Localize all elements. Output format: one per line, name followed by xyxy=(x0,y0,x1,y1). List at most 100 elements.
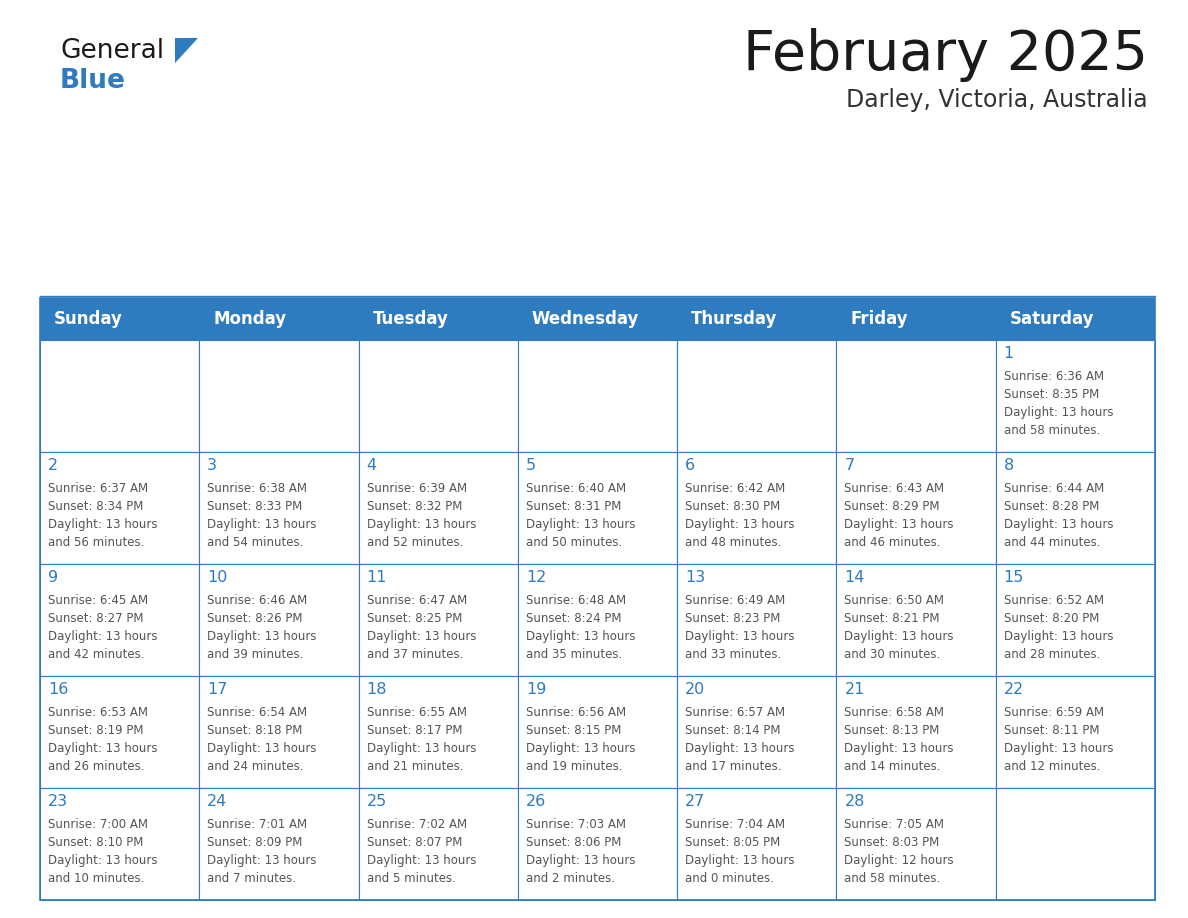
Text: Sunrise: 6:48 AM: Sunrise: 6:48 AM xyxy=(526,594,626,607)
Text: 26: 26 xyxy=(526,794,546,809)
Text: Sunrise: 6:55 AM: Sunrise: 6:55 AM xyxy=(367,706,467,719)
Text: and 58 minutes.: and 58 minutes. xyxy=(845,872,941,885)
Text: Sunrise: 7:04 AM: Sunrise: 7:04 AM xyxy=(685,818,785,831)
Text: Sunset: 8:03 PM: Sunset: 8:03 PM xyxy=(845,836,940,849)
Text: Sunrise: 6:47 AM: Sunrise: 6:47 AM xyxy=(367,594,467,607)
Text: and 46 minutes.: and 46 minutes. xyxy=(845,536,941,549)
Text: Daylight: 13 hours: Daylight: 13 hours xyxy=(685,854,795,867)
Bar xyxy=(836,340,996,452)
Bar xyxy=(40,298,1155,340)
Text: Daylight: 13 hours: Daylight: 13 hours xyxy=(48,630,158,643)
Text: Sunset: 8:26 PM: Sunset: 8:26 PM xyxy=(207,612,303,625)
Text: Sunrise: 6:36 AM: Sunrise: 6:36 AM xyxy=(1004,370,1104,383)
Text: Daylight: 13 hours: Daylight: 13 hours xyxy=(1004,518,1113,531)
Text: Sunrise: 7:01 AM: Sunrise: 7:01 AM xyxy=(207,818,308,831)
Text: Sunset: 8:13 PM: Sunset: 8:13 PM xyxy=(845,724,940,737)
Bar xyxy=(40,340,200,452)
Text: Sunrise: 6:49 AM: Sunrise: 6:49 AM xyxy=(685,594,785,607)
Text: Sunset: 8:25 PM: Sunset: 8:25 PM xyxy=(367,612,462,625)
Text: and 17 minutes.: and 17 minutes. xyxy=(685,760,782,773)
Text: and 12 minutes.: and 12 minutes. xyxy=(1004,760,1100,773)
Text: Sunrise: 6:46 AM: Sunrise: 6:46 AM xyxy=(207,594,308,607)
Text: Sunrise: 6:37 AM: Sunrise: 6:37 AM xyxy=(48,482,148,495)
Text: Sunrise: 7:05 AM: Sunrise: 7:05 AM xyxy=(845,818,944,831)
Bar xyxy=(40,788,200,900)
Text: and 10 minutes.: and 10 minutes. xyxy=(48,872,145,885)
Bar xyxy=(518,340,677,452)
Bar xyxy=(677,340,836,452)
Bar xyxy=(200,564,359,676)
Text: 12: 12 xyxy=(526,570,546,585)
Text: Sunrise: 6:50 AM: Sunrise: 6:50 AM xyxy=(845,594,944,607)
Text: Sunset: 8:19 PM: Sunset: 8:19 PM xyxy=(48,724,144,737)
Bar xyxy=(996,340,1155,452)
Text: 15: 15 xyxy=(1004,570,1024,585)
Text: Sunset: 8:11 PM: Sunset: 8:11 PM xyxy=(1004,724,1099,737)
Text: Friday: Friday xyxy=(851,310,908,328)
Text: Wednesday: Wednesday xyxy=(532,310,639,328)
Bar xyxy=(518,788,677,900)
Bar xyxy=(518,564,677,676)
Text: Daylight: 13 hours: Daylight: 13 hours xyxy=(207,854,317,867)
Bar xyxy=(996,788,1155,900)
Text: Sunset: 8:10 PM: Sunset: 8:10 PM xyxy=(48,836,144,849)
Text: and 0 minutes.: and 0 minutes. xyxy=(685,872,775,885)
Text: 17: 17 xyxy=(207,682,228,697)
Text: Tuesday: Tuesday xyxy=(373,310,448,328)
Text: Monday: Monday xyxy=(214,310,286,328)
Text: Sunrise: 6:52 AM: Sunrise: 6:52 AM xyxy=(1004,594,1104,607)
Text: Sunrise: 6:53 AM: Sunrise: 6:53 AM xyxy=(48,706,148,719)
Text: Sunrise: 6:57 AM: Sunrise: 6:57 AM xyxy=(685,706,785,719)
Text: and 35 minutes.: and 35 minutes. xyxy=(526,648,623,661)
Text: Daylight: 13 hours: Daylight: 13 hours xyxy=(367,742,476,755)
Bar xyxy=(836,564,996,676)
Text: Saturday: Saturday xyxy=(1010,310,1094,328)
Text: Sunset: 8:24 PM: Sunset: 8:24 PM xyxy=(526,612,621,625)
Text: and 2 minutes.: and 2 minutes. xyxy=(526,872,615,885)
Text: Daylight: 13 hours: Daylight: 13 hours xyxy=(48,854,158,867)
Text: Thursday: Thursday xyxy=(691,310,777,328)
Bar xyxy=(677,452,836,564)
Text: Daylight: 13 hours: Daylight: 13 hours xyxy=(685,630,795,643)
Text: 5: 5 xyxy=(526,458,536,473)
Text: and 56 minutes.: and 56 minutes. xyxy=(48,536,145,549)
Bar xyxy=(200,340,359,452)
Bar xyxy=(836,676,996,788)
Text: and 48 minutes.: and 48 minutes. xyxy=(685,536,782,549)
Text: Daylight: 13 hours: Daylight: 13 hours xyxy=(367,518,476,531)
Text: Daylight: 13 hours: Daylight: 13 hours xyxy=(207,630,317,643)
Bar xyxy=(836,452,996,564)
Text: 1: 1 xyxy=(1004,346,1015,361)
Text: Daylight: 13 hours: Daylight: 13 hours xyxy=(1004,742,1113,755)
Text: Sunrise: 6:43 AM: Sunrise: 6:43 AM xyxy=(845,482,944,495)
Text: Daylight: 12 hours: Daylight: 12 hours xyxy=(845,854,954,867)
Text: Sunset: 8:28 PM: Sunset: 8:28 PM xyxy=(1004,500,1099,513)
Text: Daylight: 13 hours: Daylight: 13 hours xyxy=(207,518,317,531)
Text: 7: 7 xyxy=(845,458,854,473)
Text: Sunrise: 6:42 AM: Sunrise: 6:42 AM xyxy=(685,482,785,495)
Bar xyxy=(996,452,1155,564)
Text: 19: 19 xyxy=(526,682,546,697)
Text: Sunset: 8:29 PM: Sunset: 8:29 PM xyxy=(845,500,940,513)
Text: 4: 4 xyxy=(367,458,377,473)
Text: Sunrise: 6:56 AM: Sunrise: 6:56 AM xyxy=(526,706,626,719)
Text: and 26 minutes.: and 26 minutes. xyxy=(48,760,145,773)
Text: Sunrise: 7:02 AM: Sunrise: 7:02 AM xyxy=(367,818,467,831)
Text: Sunrise: 6:44 AM: Sunrise: 6:44 AM xyxy=(1004,482,1104,495)
Text: and 54 minutes.: and 54 minutes. xyxy=(207,536,304,549)
Text: and 24 minutes.: and 24 minutes. xyxy=(207,760,304,773)
Text: Sunset: 8:34 PM: Sunset: 8:34 PM xyxy=(48,500,144,513)
Text: and 14 minutes.: and 14 minutes. xyxy=(845,760,941,773)
Text: Sunset: 8:21 PM: Sunset: 8:21 PM xyxy=(845,612,940,625)
Text: Sunset: 8:27 PM: Sunset: 8:27 PM xyxy=(48,612,144,625)
Text: and 44 minutes.: and 44 minutes. xyxy=(1004,536,1100,549)
Text: 28: 28 xyxy=(845,794,865,809)
Text: 9: 9 xyxy=(48,570,58,585)
Text: Daylight: 13 hours: Daylight: 13 hours xyxy=(526,742,636,755)
Text: 14: 14 xyxy=(845,570,865,585)
Text: Daylight: 13 hours: Daylight: 13 hours xyxy=(845,518,954,531)
Text: Daylight: 13 hours: Daylight: 13 hours xyxy=(526,518,636,531)
Text: 23: 23 xyxy=(48,794,68,809)
Text: General: General xyxy=(61,38,164,64)
Bar xyxy=(40,452,200,564)
